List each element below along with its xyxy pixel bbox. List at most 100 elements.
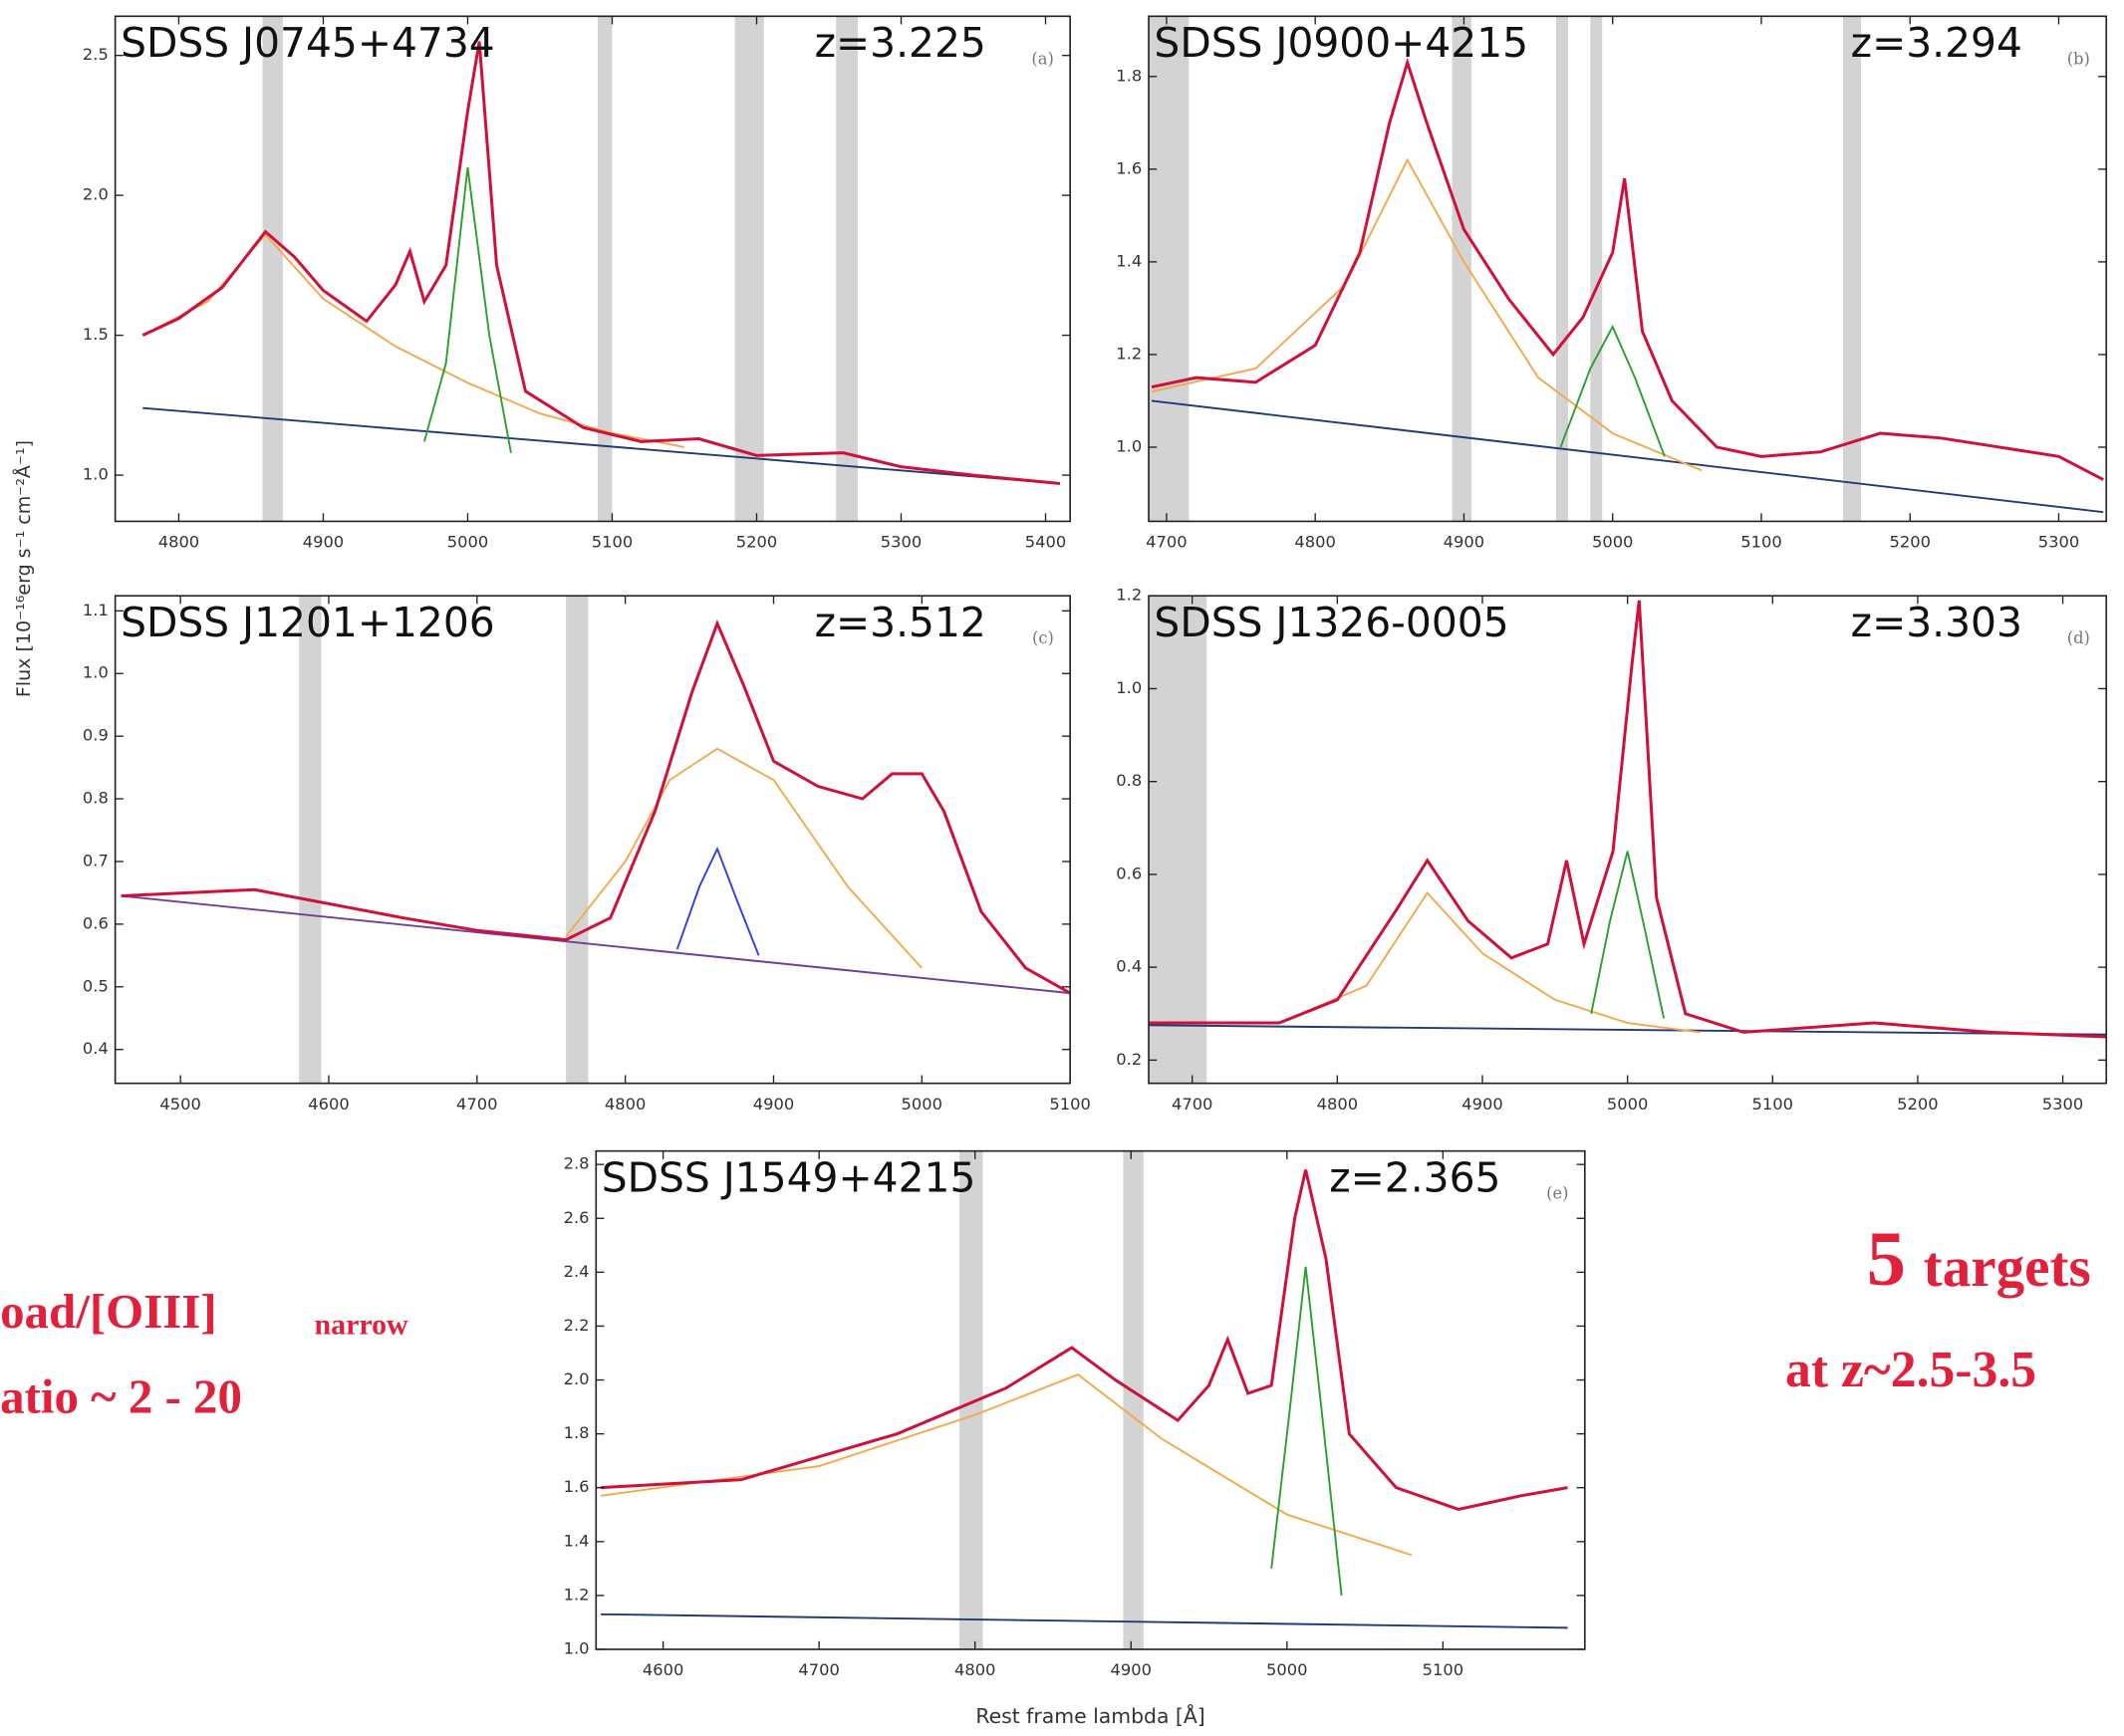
annotation: targets	[1924, 1236, 2091, 1299]
y-axis-label: Flux [10⁻¹⁶erg s⁻¹ cm⁻²Å⁻¹]	[12, 440, 35, 697]
x-tick-label: 4900	[1111, 1660, 1152, 1679]
panel-title: SDSS J0745+4734	[121, 19, 495, 67]
fit-line	[1151, 57, 2104, 481]
fit-line	[600, 1169, 1568, 1511]
panel-title: SDSS J1549+4215	[602, 1154, 976, 1202]
plot-area	[115, 596, 1071, 1084]
x-tick-label: 5100	[1752, 1095, 1793, 1114]
panel-letter: (b)	[2067, 49, 2090, 68]
y-tick-label: 0.4	[1116, 957, 1142, 976]
fit-line	[1151, 157, 1703, 472]
shaded-region	[734, 16, 764, 522]
y-tick-label: 1.4	[564, 1531, 590, 1550]
fit-line	[1270, 1266, 1343, 1596]
redshift-label: z=3.225	[815, 19, 986, 67]
plot-frame	[114, 15, 1071, 523]
plot-area	[596, 1150, 1585, 1649]
x-tick-label: 4800	[1294, 533, 1335, 552]
y-tick-label: 1.0	[83, 663, 109, 682]
fit-line	[422, 166, 512, 453]
shaded-region	[1555, 16, 1568, 522]
x-tick-label: 4500	[159, 1095, 200, 1114]
x-tick-label: 5300	[881, 533, 922, 552]
shaded-region	[836, 16, 858, 522]
y-tick-label: 0.2	[1116, 1050, 1142, 1069]
x-tick-label: 5400	[1025, 533, 1066, 552]
y-tick-label: 2.5	[83, 45, 109, 64]
panel-title: SDSS J0900+4215	[1154, 19, 1528, 67]
x-tick-label: 5200	[1897, 1095, 1938, 1114]
y-tick-label: 0.6	[83, 913, 109, 932]
x-tick-label: 5300	[2042, 1095, 2083, 1114]
fit-line	[565, 747, 923, 969]
x-tick-label: 4700	[798, 1660, 839, 1679]
y-tick-label: 1.0	[1116, 437, 1142, 456]
x-tick-label: 4800	[605, 1095, 646, 1114]
x-tick-label: 4800	[158, 533, 199, 552]
plot-content	[1149, 16, 2104, 522]
x-tick-label: 5000	[447, 533, 488, 552]
x-tick-label: 5100	[1740, 533, 1781, 552]
shaded-region	[1149, 16, 1190, 522]
y-tick-label: 0.7	[83, 851, 109, 869]
shaded-region	[1590, 16, 1603, 522]
fit-line	[1278, 890, 1701, 1034]
panel-letter: (e)	[1546, 1184, 1568, 1203]
y-tick-label: 1.6	[1116, 158, 1142, 177]
y-tick-label: 0.9	[83, 726, 109, 745]
shaded-region	[1452, 16, 1471, 522]
x-tick-label: 4800	[954, 1660, 995, 1679]
shaded-region	[1149, 596, 1207, 1084]
y-tick-label: 1.4	[1116, 251, 1142, 270]
plot-content	[141, 16, 1061, 522]
x-tick-label: 5100	[592, 533, 633, 552]
y-tick-label: 0.8	[83, 789, 109, 808]
panel-letter: (c)	[1032, 628, 1054, 647]
fit-line	[1590, 851, 1665, 1019]
fit-line	[601, 1612, 1568, 1629]
fit-line	[675, 846, 760, 956]
y-tick-label: 0.8	[1116, 771, 1142, 790]
redshift-label: z=2.365	[1329, 1154, 1500, 1202]
redshift-label: z=3.303	[1851, 599, 2022, 646]
annotation: atio ~ 2 - 20	[0, 1368, 242, 1423]
y-tick-label: 1.2	[564, 1585, 590, 1604]
y-tick-label: 2.0	[83, 185, 109, 204]
x-tick-label: 5000	[1607, 1095, 1648, 1114]
fit-line	[121, 894, 1071, 995]
x-tick-label: 5300	[2038, 533, 2079, 552]
plot-content	[600, 1150, 1568, 1649]
x-tick-label: 5100	[1423, 1660, 1463, 1679]
x-axis-label: Rest frame lambda [Å]	[975, 1702, 1204, 1728]
fit-line	[141, 41, 1061, 485]
y-tick-label: 2.4	[564, 1262, 590, 1281]
shaded-region	[1123, 1150, 1144, 1649]
shaded-region	[597, 16, 613, 522]
annotation: at z~2.5-3.5	[1785, 1342, 2036, 1398]
x-tick-label: 5100	[1049, 1095, 1090, 1114]
plot-content	[121, 596, 1071, 1084]
y-tick-label: 2.6	[564, 1208, 590, 1227]
x-tick-label: 5200	[736, 533, 777, 552]
panel-title: SDSS J1326-0005	[1154, 599, 1508, 646]
plot-frame	[595, 1149, 1586, 1650]
redshift-label: z=3.512	[815, 599, 986, 646]
shaded-region	[566, 596, 589, 1084]
y-tick-label: 2.8	[564, 1154, 590, 1173]
annotation: oad/[OIII]	[0, 1284, 217, 1339]
plot-area	[1149, 596, 2107, 1084]
x-tick-label: 5000	[1266, 1660, 1307, 1679]
y-tick-label: 1.2	[1116, 344, 1142, 363]
y-tick-label: 0.4	[83, 1039, 109, 1058]
y-tick-label: 1.0	[83, 465, 109, 484]
plot-frame	[1148, 15, 2108, 523]
x-tick-label: 4900	[753, 1095, 794, 1114]
fit-line	[1151, 399, 2104, 514]
y-tick-label: 1.0	[564, 1638, 590, 1657]
annotation: narrow	[315, 1308, 409, 1341]
plot-content	[1149, 596, 2107, 1084]
x-tick-label: 4900	[1444, 533, 1484, 552]
fit-line	[142, 406, 1061, 485]
y-tick-label: 0.5	[83, 976, 109, 995]
panel-letter: (a)	[1031, 49, 1053, 68]
